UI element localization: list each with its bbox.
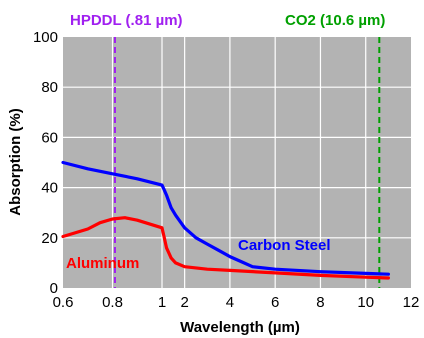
y-tick-label: 40 — [41, 180, 58, 197]
x-tick-label: 2 — [180, 294, 188, 311]
x-tick-label: 0.6 — [53, 294, 74, 311]
series-label-aluminum: Aluminum — [66, 255, 139, 272]
x-tick-label: 1 — [158, 294, 166, 311]
x-tick-label: 0.8 — [102, 294, 123, 311]
series-group — [61, 160, 390, 280]
x-axis-title: Wavelength (µm) — [180, 319, 300, 336]
x-tick-label: 6 — [271, 294, 279, 311]
plot-area — [63, 37, 411, 288]
annotation-lines — [113, 37, 381, 288]
y-tick-label: 20 — [41, 230, 58, 247]
annotation-co2: CO2 (10.6 µm) — [285, 12, 385, 29]
x-tick-label: 10 — [357, 294, 374, 311]
y-tick-label: 60 — [41, 129, 58, 146]
y-tick-label: 80 — [41, 79, 58, 96]
y-tick-label: 100 — [33, 29, 58, 46]
x-tick-label: 4 — [226, 294, 234, 311]
y-tick-label: 0 — [50, 280, 58, 297]
series-line — [61, 160, 390, 276]
x-tick-label: 8 — [316, 294, 324, 311]
x-tick-labels: 0.6 0.8 1 2 4 6 8 10 12 — [53, 294, 420, 311]
grid — [63, 37, 411, 288]
y-tick-labels: 0 20 40 60 80 100 — [33, 29, 58, 297]
annotation-hpddl: HPDDL (.81 µm) — [70, 12, 183, 29]
y-axis-title: Absorption (%) — [7, 108, 24, 215]
series-label-carbon-steel: Carbon Steel — [238, 237, 331, 254]
x-tick-label: 12 — [403, 294, 420, 311]
series-line — [61, 216, 390, 280]
